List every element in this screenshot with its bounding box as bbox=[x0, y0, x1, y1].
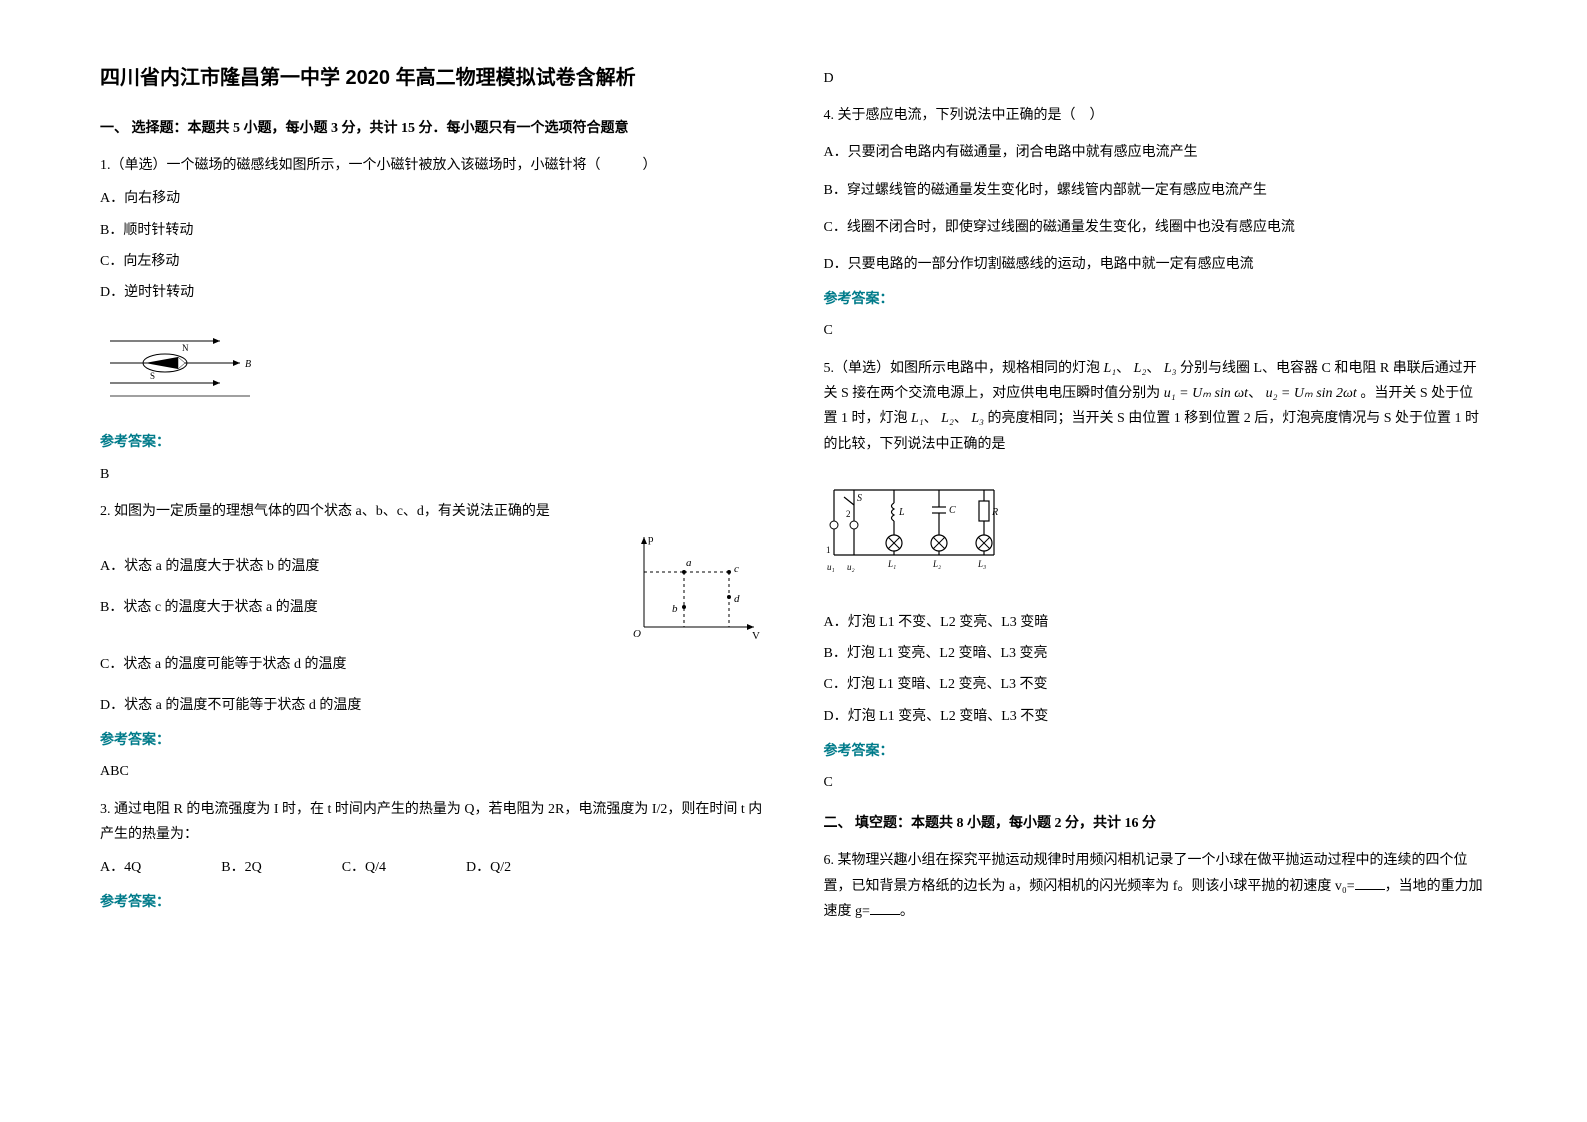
pv-v-label: V bbox=[752, 630, 760, 642]
q5-l3b: L₃ bbox=[971, 406, 984, 431]
q4-stem: 4. 关于感应电流，下列说法中正确的是（ ） bbox=[824, 103, 1488, 128]
q1-stem: 1.（单选）一个磁场的磁感线如图所示，一个小磁针被放入该磁场时，小磁针将（ ） bbox=[100, 153, 764, 178]
circuit-u1: u₁ bbox=[827, 562, 835, 572]
q5-option-a: A．灯泡 L1 不变、L2 变亮、L3 变暗 bbox=[824, 610, 1488, 635]
q5-l3: L₃ bbox=[1164, 356, 1177, 381]
question-6: 6. 某物理兴趣小组在探究平抛运动规律时用频闪相机记录了一个小球在做平抛运动过程… bbox=[824, 848, 1488, 924]
q5-l2b: L₂ bbox=[941, 406, 954, 431]
pv-origin: O bbox=[633, 628, 641, 640]
pv-b: b bbox=[672, 603, 678, 615]
q5-option-b: B．灯泡 L1 变亮、L2 变暗、L3 变亮 bbox=[824, 641, 1488, 666]
circuit-pos2: 2 bbox=[846, 509, 851, 519]
q5-u2: u₂ = Uₘ sin 2ωt bbox=[1266, 381, 1357, 406]
q5-option-d: D．灯泡 L1 变亮、L2 变暗、L3 不变 bbox=[824, 704, 1488, 729]
q5-l1b: L₁ bbox=[911, 406, 924, 431]
q3-answer: D bbox=[824, 66, 1488, 91]
section-1-header: 一、 选择题：本题共 5 小题，每小题 3 分，共计 15 分．每小题只有一个选… bbox=[100, 116, 764, 141]
q4-option-d: D．只要电路的一部分作切割磁感线的运动，电路中就一定有感应电流 bbox=[824, 252, 1488, 277]
circuit-u2: u₂ bbox=[847, 562, 855, 572]
q3-stem: 3. 通过电阻 R 的电流强度为 I 时，在 t 时间内产生的热量为 Q，若电阻… bbox=[100, 797, 764, 847]
q3-option-d: D．Q/2 bbox=[466, 855, 511, 880]
q4-option-a: A．只要闭合电路内有磁通量，闭合电路中就有感应电流产生 bbox=[824, 140, 1488, 165]
q5-l2: L₂ bbox=[1134, 356, 1147, 381]
right-column: D 4. 关于感应电流，下列说法中正确的是（ ） A．只要闭合电路内有磁通量，闭… bbox=[824, 60, 1488, 934]
q5-answer: C bbox=[824, 770, 1488, 795]
q5-stem-p1: 5.（单选）如图所示电路中，规格相同的灯泡 bbox=[824, 361, 1101, 376]
pv-diagram: p V O a b c d bbox=[624, 532, 764, 642]
q4-answer-label: 参考答案： bbox=[824, 287, 1488, 312]
circuit-L1: L₁ bbox=[887, 559, 896, 569]
q1-option-b: B．顺时针转动 bbox=[100, 218, 764, 243]
q5-l1: L₁ bbox=[1104, 356, 1117, 381]
pv-d: d bbox=[734, 593, 740, 605]
q6-blank-1 bbox=[1355, 876, 1385, 890]
q1-answer: B bbox=[100, 462, 764, 487]
compass-diagram: N S B bbox=[100, 321, 260, 401]
circuit-diagram: u₁ u₂ 1 2 S L C bbox=[824, 475, 1004, 585]
circuit-L3: L₃ bbox=[977, 559, 986, 569]
question-1: 1.（单选）一个磁场的磁感线如图所示，一个小磁针被放入该磁场时，小磁针将（ ） … bbox=[100, 153, 764, 487]
question-4: 4. 关于感应电流，下列说法中正确的是（ ） A．只要闭合电路内有磁通量，闭合电… bbox=[824, 103, 1488, 343]
circuit-L: L bbox=[898, 507, 905, 518]
circuit-C: C bbox=[949, 505, 956, 516]
pv-c: c bbox=[734, 563, 739, 575]
q4-option-c: C．线圈不闭合时，即使穿过线圈的磁通量发生变化，线圈中也没有感应电流 bbox=[824, 215, 1488, 240]
q4-option-b: B．穿过螺线管的磁通量发生变化时，螺线管内部就一定有感应电流产生 bbox=[824, 178, 1488, 203]
q6-stem-p3: 。 bbox=[900, 904, 914, 919]
pv-p-label: p bbox=[648, 533, 654, 545]
q3-option-c: C．Q/4 bbox=[342, 855, 386, 880]
q3-options: A．4Q B．2Q C．Q/4 D．Q/2 bbox=[100, 855, 764, 880]
q4-answer: C bbox=[824, 318, 1488, 343]
q1-option-a: A．向右移动 bbox=[100, 186, 764, 211]
q1-option-d: D．逆时针转动 bbox=[100, 280, 764, 305]
q2-option-c: C．状态 a 的温度可能等于状态 d 的温度 bbox=[100, 652, 764, 677]
page: 四川省内江市隆昌第一中学 2020 年高二物理模拟试卷含解析 一、 选择题：本题… bbox=[100, 60, 1487, 934]
exam-title: 四川省内江市隆昌第一中学 2020 年高二物理模拟试卷含解析 bbox=[100, 60, 764, 96]
compass-n-label: N bbox=[182, 343, 189, 353]
q2-option-d: D．状态 a 的温度不可能等于状态 d 的温度 bbox=[100, 693, 764, 718]
pv-a: a bbox=[686, 557, 692, 569]
q2-answer: ABC bbox=[100, 759, 764, 784]
question-5: 5.（单选）如图所示电路中，规格相同的灯泡 L₁、 L₂、 L₃ 分别与线圈 L… bbox=[824, 356, 1488, 796]
circuit-pos1: 1 bbox=[826, 545, 831, 555]
q1-answer-label: 参考答案： bbox=[100, 430, 764, 455]
q5-u1: u₁ = Uₘ sin ωt bbox=[1164, 381, 1248, 406]
q6-stem: 6. 某物理兴趣小组在探究平抛运动规律时用频闪相机记录了一个小球在做平抛运动过程… bbox=[824, 848, 1488, 924]
q6-blank-2 bbox=[870, 901, 900, 915]
q5-answer-label: 参考答案： bbox=[824, 739, 1488, 764]
circuit-L2: L₂ bbox=[932, 559, 941, 569]
q5-stem: 5.（单选）如图所示电路中，规格相同的灯泡 L₁、 L₂、 L₃ 分别与线圈 L… bbox=[824, 356, 1488, 457]
q3-option-b: B．2Q bbox=[221, 855, 261, 880]
compass-b-label: B bbox=[245, 359, 251, 370]
q1-option-c: C．向左移动 bbox=[100, 249, 764, 274]
q2-answer-label: 参考答案： bbox=[100, 728, 764, 753]
q5-option-c: C．灯泡 L1 变暗、L2 变亮、L3 不变 bbox=[824, 672, 1488, 697]
circuit-s: S bbox=[857, 493, 862, 504]
q3-option-a: A．4Q bbox=[100, 855, 141, 880]
q3-answer-label: 参考答案： bbox=[100, 890, 764, 915]
section-2-header: 二、 填空题：本题共 8 小题，每小题 2 分，共计 16 分 bbox=[824, 811, 1488, 836]
compass-s-label: S bbox=[150, 371, 155, 381]
question-2: 2. 如图为一定质量的理想气体的四个状态 a、b、c、d，有关说法正确的是 p … bbox=[100, 499, 764, 785]
left-column: 四川省内江市隆昌第一中学 2020 年高二物理模拟试卷含解析 一、 选择题：本题… bbox=[100, 60, 764, 934]
q2-stem: 2. 如图为一定质量的理想气体的四个状态 a、b、c、d，有关说法正确的是 bbox=[100, 499, 764, 524]
question-3: 3. 通过电阻 R 的电流强度为 I 时，在 t 时间内产生的热量为 Q，若电阻… bbox=[100, 797, 764, 916]
